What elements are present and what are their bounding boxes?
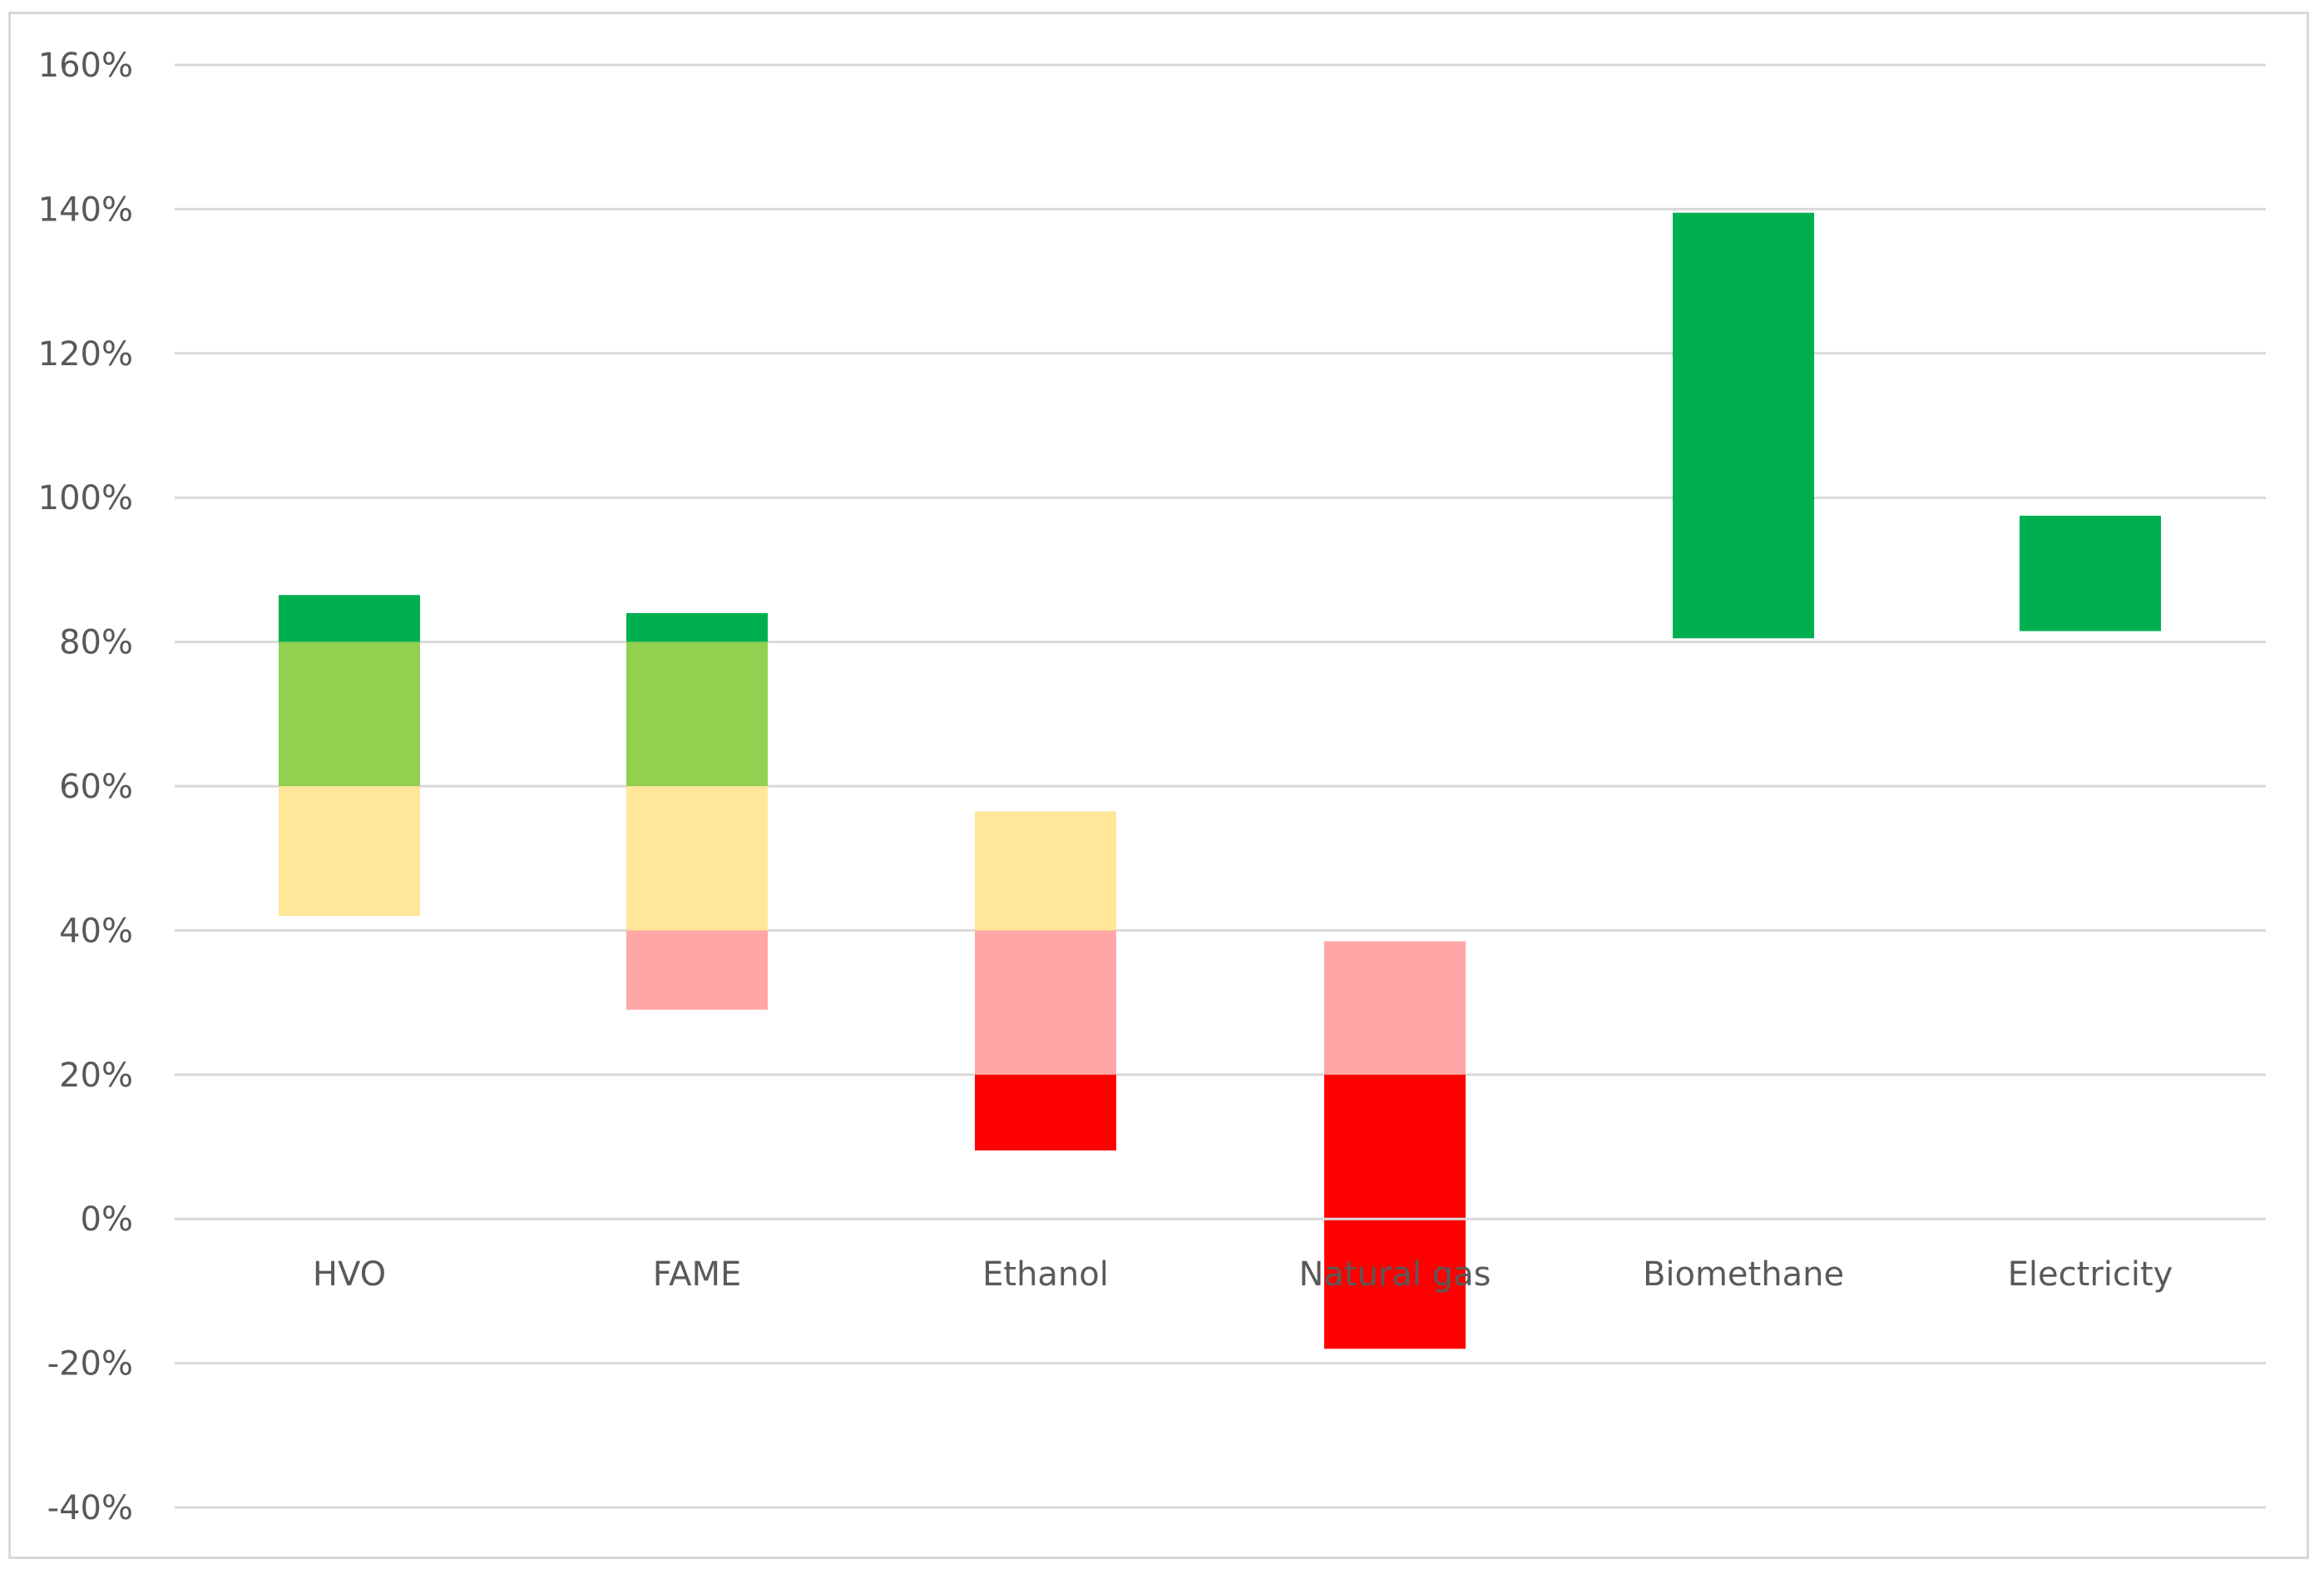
bar-segment <box>975 1074 1116 1151</box>
category-label: Natural gas <box>1299 1255 1491 1294</box>
bar-segment <box>626 930 768 1010</box>
category-labels: HVO FAME Ethanol Natural gas Biomethane Elect… <box>313 1255 2173 1294</box>
category-label: FAME <box>653 1255 741 1294</box>
bar-segment <box>975 811 1116 931</box>
bar-segment <box>626 612 768 642</box>
bar-segment <box>626 786 768 931</box>
bar-segment <box>626 641 768 786</box>
bar-segment <box>2020 515 2161 631</box>
y-tick-label: 100% <box>38 479 133 517</box>
bar-segment <box>975 930 1116 1075</box>
y-tick-label: 0% <box>81 1200 133 1239</box>
category-label: HVO <box>313 1255 386 1294</box>
range-bar <box>975 811 1116 1151</box>
range-bars <box>175 212 2266 1349</box>
bar-segment <box>279 595 420 642</box>
y-axis-tick-labels: -40% -20% 0% 20% 40% 60% 80% 100% 120% 140% 160% <box>38 47 133 1527</box>
bar-segment <box>1324 941 1466 1075</box>
y-tick-label: 160% <box>38 47 133 85</box>
range-bar <box>1324 941 1466 1349</box>
bar-segment <box>1324 1074 1466 1349</box>
y-tick-label: 40% <box>59 912 133 950</box>
category-label: Ethanol <box>982 1255 1109 1294</box>
category-label: Electricity <box>2008 1255 2173 1294</box>
y-tick-label: -40% <box>47 1489 133 1527</box>
y-tick-label: -20% <box>47 1345 133 1383</box>
range-bar <box>626 612 768 1010</box>
category-label: Biomethane <box>1643 1255 1844 1294</box>
range-bar <box>2020 515 2161 631</box>
bar-segment <box>279 641 420 786</box>
y-tick-label: 120% <box>38 335 133 374</box>
y-tick-label: 60% <box>59 768 133 806</box>
bar-segment <box>1673 212 1814 639</box>
y-tick-label: 80% <box>59 624 133 662</box>
range-bar <box>1673 212 1814 639</box>
gridlines <box>175 63 2266 1509</box>
bar-segment <box>279 786 420 917</box>
y-tick-label: 140% <box>38 191 133 229</box>
y-tick-label: 20% <box>59 1057 133 1095</box>
range-bar <box>279 595 420 917</box>
